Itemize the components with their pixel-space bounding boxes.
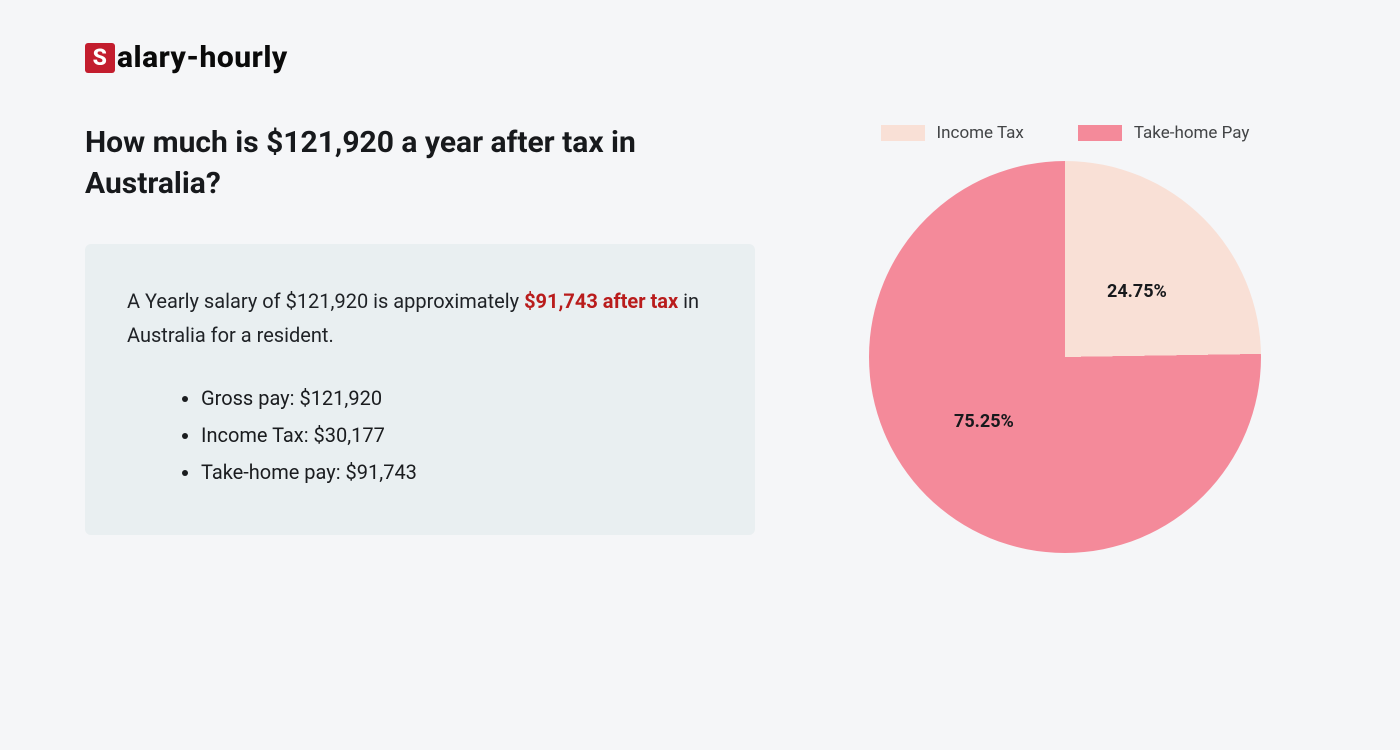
summary-card: A Yearly salary of $121,920 is approxima… — [85, 244, 755, 535]
legend-swatch — [881, 125, 925, 141]
legend-item-income-tax: Income Tax — [881, 123, 1024, 143]
list-item: Take-home pay: $91,743 — [201, 454, 713, 491]
list-item: Gross pay: $121,920 — [201, 380, 713, 417]
summary-highlight: $91,743 after tax — [524, 289, 678, 313]
summary-prefix: A Yearly salary of $121,920 is approxima… — [127, 289, 524, 313]
list-item: Income Tax: $30,177 — [201, 417, 713, 454]
legend-label: Income Tax — [937, 123, 1024, 143]
page-title: How much is $121,920 a year after tax in… — [85, 123, 755, 204]
legend-label: Take-home Pay — [1134, 123, 1250, 143]
pie-slice-label-income-tax: 24.75% — [1107, 281, 1167, 302]
logo-text: alary-hourly — [117, 40, 288, 75]
pie-disc — [869, 161, 1261, 553]
pie-chart: 24.75% 75.25% — [869, 161, 1261, 553]
site-logo: Salary-hourly — [85, 40, 1315, 75]
pie-slice-label-takehome: 75.25% — [954, 411, 1014, 432]
logo-badge: S — [85, 43, 115, 73]
legend-item-takehome: Take-home Pay — [1078, 123, 1250, 143]
legend-swatch — [1078, 125, 1122, 141]
facts-list: Gross pay: $121,920 Income Tax: $30,177 … — [127, 380, 713, 491]
summary-text: A Yearly salary of $121,920 is approxima… — [127, 284, 713, 352]
chart-legend: Income Tax Take-home Pay — [881, 123, 1250, 143]
